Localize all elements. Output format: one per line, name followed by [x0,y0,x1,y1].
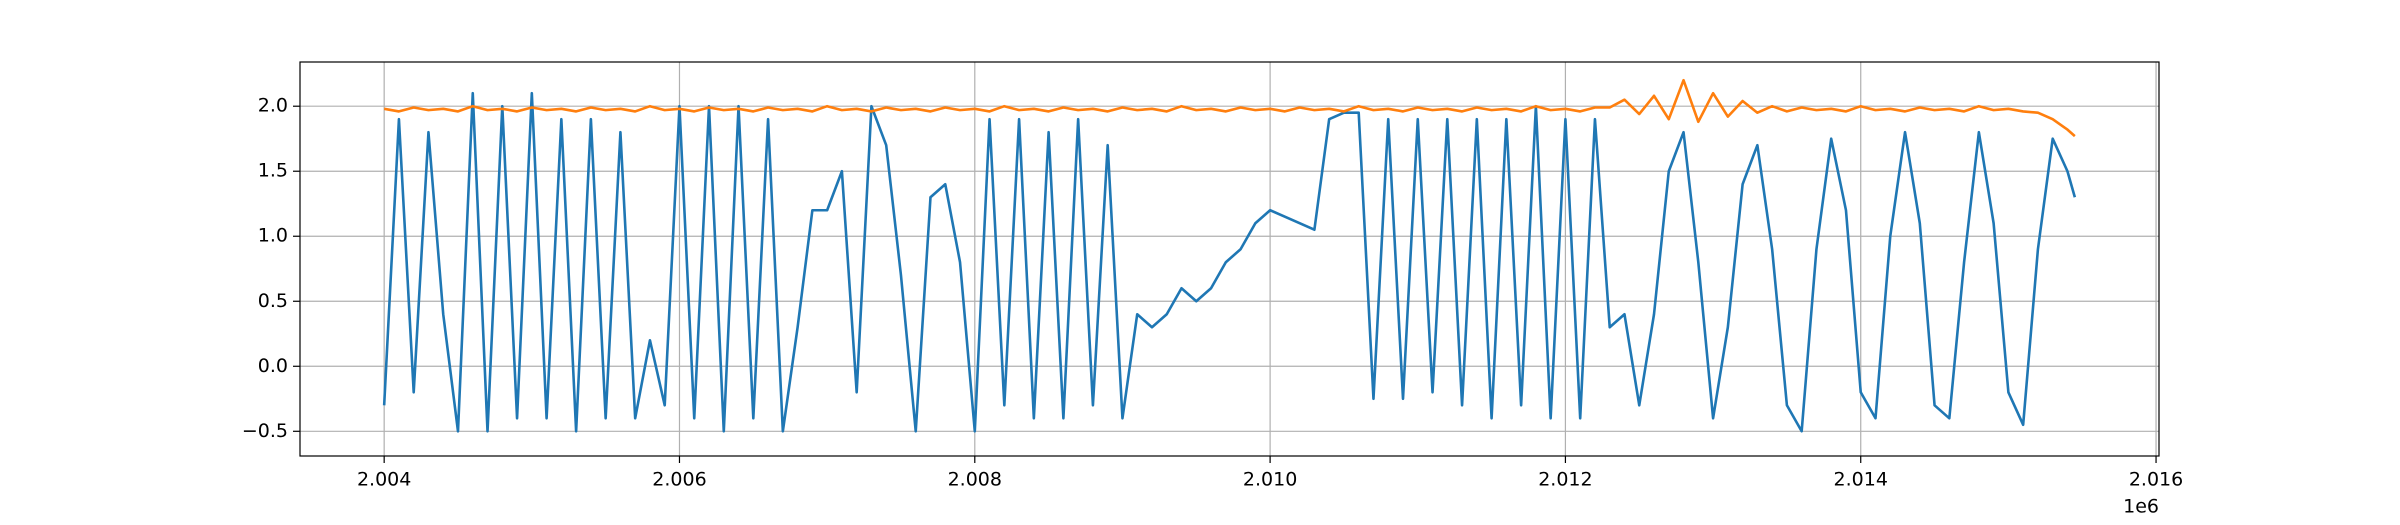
y-tick-label: 1.0 [258,225,288,247]
x-offset-label: 1e6 [2123,496,2159,518]
axes-frame [299,61,2160,457]
x-tick-label: 2.010 [1243,469,1297,491]
x-tick-label: 2.014 [1834,469,1888,491]
y-tick-label: −0.5 [242,420,288,442]
y-tick-label: 2.0 [258,95,288,117]
x-tick-label: 2.016 [2129,469,2183,491]
series-line [382,91,2077,433]
y-tick-label: 1.5 [258,160,288,182]
y-tick-label: 0.0 [258,355,288,377]
x-tick-label: 2.008 [948,469,1002,491]
x-tick-label: 2.004 [357,469,411,491]
x-tick-label: 2.006 [652,469,706,491]
series-line [383,78,2076,138]
x-tick-label: 2.012 [1538,469,1592,491]
y-tick-label: 0.5 [258,290,288,312]
